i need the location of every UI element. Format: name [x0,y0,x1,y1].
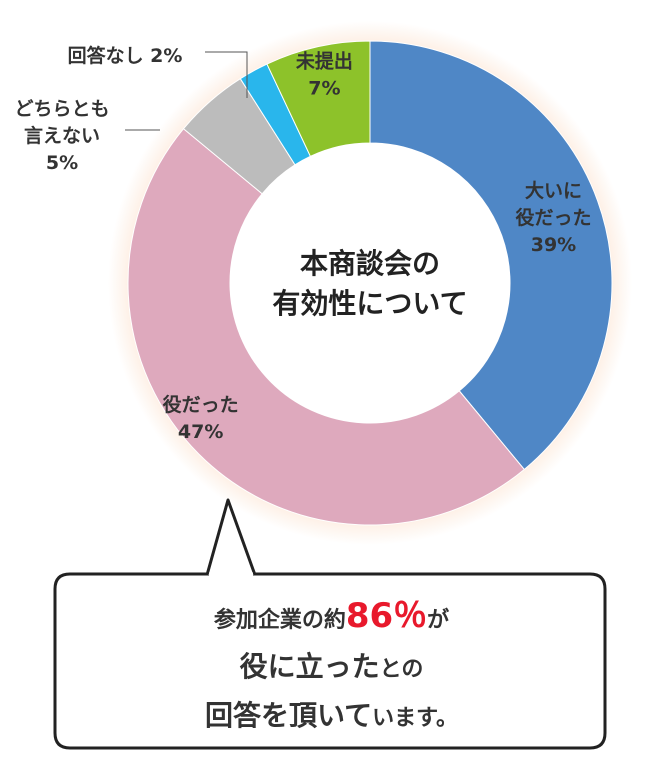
chart-title: 本商談会の有効性について [272,247,467,320]
callout-line1-prefix: 参加企業の約 [213,608,346,633]
label-leader-lines [125,51,248,131]
callout-line2-small: との [379,657,424,682]
callout-line2-main: 役に立った [239,650,380,683]
slice-strongly-helpful-label-line: 大いに [525,179,582,202]
callout-line-3: 回答を頂いています。 [55,693,608,742]
slice-helpful-label: 役だった 47% [163,393,239,443]
slice-not-submitted-label-line: 7% [308,77,340,99]
slice-neutral-label-line: どちらとも [14,98,109,120]
chart-slices [127,40,613,526]
slice-strongly-helpful-label: 大いに役だった 39% [515,179,591,256]
slice-neutral-label-line: 言えない [24,124,100,147]
slice-helpful-label-line: 47% [178,421,223,443]
slice-helpful-label-line: 役だった [163,393,239,416]
callout-line-2: 役に立ったとの [55,644,608,693]
slice-neutral-label-line: 5% [46,152,78,174]
callout-line3-main: 回答を頂いて [205,699,373,732]
callout-percent: 86％ [345,596,428,636]
callout-tail [205,498,257,576]
chart-title-line: 本商談会の [300,247,440,280]
slice-neutral-label: どちらとも言えない 5% [14,98,109,174]
chart-labels: 大いに役だった 39% 役だった 47% どちらとも言えない 5% 回答なし 2% 未提出 7% [14,44,591,443]
callout-line3-small: います。 [372,706,458,731]
callout-line1-suffix: が [427,608,450,633]
donut-hole [230,143,510,423]
callout-line-1: 参加企業の約86％が [55,593,608,644]
slice-no-answer-leader-line [205,51,248,98]
slice-strongly-helpful-label-line: 39% [531,234,576,256]
slice-not-submitted-label: 未提出 7% [295,49,353,99]
slice-no-answer-label: 回答なし 2% [68,44,183,67]
chart-title-line: 有効性について [272,287,467,320]
slice-strongly-helpful-label-line: 役だった [515,206,591,229]
callout-box [53,572,607,750]
callout-text: 参加企業の約86％が 役に立ったとの 回答を頂いています。 [55,573,608,745]
slice-not-submitted-label-line: 未提出 [295,49,353,72]
slice-no-answer-label-line: 回答なし 2% [68,44,183,67]
